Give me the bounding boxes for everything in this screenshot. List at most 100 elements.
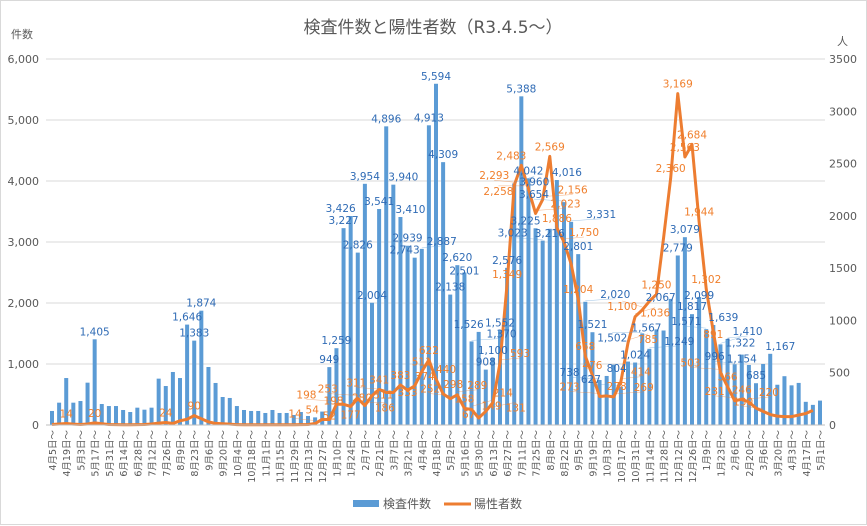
x-tick-label: 5月16日～ (460, 430, 471, 477)
x-tick-label: 4月17日～ (802, 430, 813, 477)
test-data-label: 1,322 (725, 337, 755, 349)
positives-data-label: 1,100 (607, 301, 637, 313)
test-data-label: 2,779 (663, 242, 693, 254)
positives-data-label: 2,258 (483, 186, 513, 198)
left-tick-label: 1,000 (8, 358, 40, 371)
left-axis-title: 件数 (11, 28, 33, 41)
x-tick-label: 3月6日～ (759, 430, 770, 471)
test-count-bar (221, 397, 225, 425)
right-tick-label: 3000 (829, 105, 857, 118)
positives-data-label: 198 (296, 389, 316, 401)
test-data-label: 3,426 (326, 203, 356, 215)
test-data-label: 1,571 (671, 316, 701, 328)
positives-data-label: 2,563 (670, 142, 700, 154)
test-count-bar (541, 241, 545, 425)
positives-data-label: 2,293 (479, 170, 509, 182)
positives-data-label: 186 (375, 403, 395, 415)
x-tick-label: 12月27日～ (318, 430, 329, 483)
test-count-bar (214, 383, 218, 425)
test-count-bar (135, 408, 139, 425)
test-data-label: 3,654 (519, 189, 549, 201)
positives-data-label: 269 (634, 382, 654, 394)
x-tick-label: 6月27日～ (503, 430, 514, 477)
test-data-label: 5,388 (506, 83, 536, 95)
left-tick-label: 0 (32, 419, 39, 432)
x-tick-label: 8月9日～ (176, 430, 187, 471)
test-data-label: 3,079 (670, 224, 700, 236)
x-tick-label: 10月3日～ (603, 430, 614, 477)
x-tick-label: 9月6日～ (204, 430, 215, 471)
test-count-bar (242, 410, 246, 425)
positives-data-label: 785 (638, 334, 658, 346)
test-data-label: 3,410 (395, 204, 425, 216)
x-tick-label: 2月21日～ (375, 430, 386, 477)
positives-data-label: 20 (88, 408, 101, 420)
positives-data-label: 54 (306, 404, 320, 416)
test-count-bar (107, 406, 111, 425)
test-data-label: 2,004 (357, 290, 387, 302)
test-data-label: 685 (746, 370, 766, 382)
positives-data-label: 311 (346, 377, 366, 389)
test-count-bar (754, 383, 758, 425)
test-count-bar (818, 401, 822, 425)
test-count-bar (797, 383, 801, 425)
positives-data-label: 158 (454, 393, 474, 405)
left-tick-label: 5,000 (8, 114, 40, 127)
positives-data-label: 1,036 (640, 308, 670, 320)
left-tick-label: 6,000 (8, 53, 40, 66)
test-count-bar (114, 406, 118, 425)
positives-data-label: 252 (420, 384, 440, 396)
x-tick-label: 4月4日～ (418, 430, 429, 471)
test-data-label: 4,913 (414, 112, 444, 124)
x-tick-label: 4月5日～ (48, 430, 59, 471)
x-tick-label: 5月2日～ (446, 430, 457, 471)
left-tick-label: 4,000 (8, 175, 40, 188)
right-axis-title: 人 (837, 35, 848, 48)
positives-data-label: 1,204 (563, 284, 593, 296)
x-tick-label: 12月13日～ (304, 430, 315, 483)
test-data-label: 1,154 (727, 354, 757, 366)
x-tick-label: 7月26日～ (162, 430, 173, 477)
test-data-label: 1,410 (733, 326, 763, 338)
right-tick-label: 2000 (829, 210, 857, 223)
x-tick-label: 5月30日～ (475, 430, 486, 477)
positives-data-label: 1,302 (691, 274, 721, 286)
test-data-label: 2,826 (343, 240, 373, 252)
x-tick-label: 1月23日～ (716, 430, 727, 477)
positives-data-label: 503 (680, 357, 700, 369)
test-data-label: 3,227 (329, 215, 359, 227)
test-data-label: 804 (607, 363, 627, 375)
test-data-label: 2,099 (684, 290, 714, 302)
positives-data-label: 14 (288, 409, 302, 421)
test-data-label: 3,331 (586, 209, 616, 221)
positives-data-label: 253 (318, 384, 338, 396)
x-tick-label: 3月21日～ (404, 430, 415, 477)
test-count-bar (448, 295, 452, 425)
test-count-bar (278, 413, 282, 425)
test-data-label: 1,639 (708, 312, 738, 324)
test-data-label: 1,646 (172, 312, 202, 324)
test-count-bar (683, 237, 687, 425)
x-tick-label: 7月11日～ (517, 430, 528, 477)
x-tick-label: 4月3日～ (788, 430, 799, 471)
positives-data-label: 891 (703, 329, 723, 341)
positives-data-label: 511 (412, 357, 432, 369)
x-tick-label: 12月26日～ (688, 430, 699, 483)
right-tick-label: 500 (829, 367, 850, 380)
x-tick-label: 7月12日～ (148, 430, 159, 477)
test-count-bar (121, 410, 125, 425)
positives-data-label: 658 (575, 341, 595, 353)
test-count-bar (235, 406, 239, 425)
positives-data-label: 1,250 (641, 279, 671, 291)
positives-data-label: 593 (510, 348, 530, 360)
x-tick-label: 11月1日～ (261, 430, 272, 477)
test-data-label: 1,817 (677, 301, 707, 313)
positives-data-label: 246 (732, 384, 752, 396)
x-tick-label: 8月22日～ (560, 430, 571, 477)
positives-data-label: 1,349 (492, 269, 522, 281)
test-data-label: 4,896 (371, 113, 401, 125)
test-count-bar (228, 398, 232, 425)
test-count-bar (790, 385, 794, 425)
positives-data-label: 2,684 (677, 129, 707, 141)
test-count-bar (206, 367, 210, 425)
